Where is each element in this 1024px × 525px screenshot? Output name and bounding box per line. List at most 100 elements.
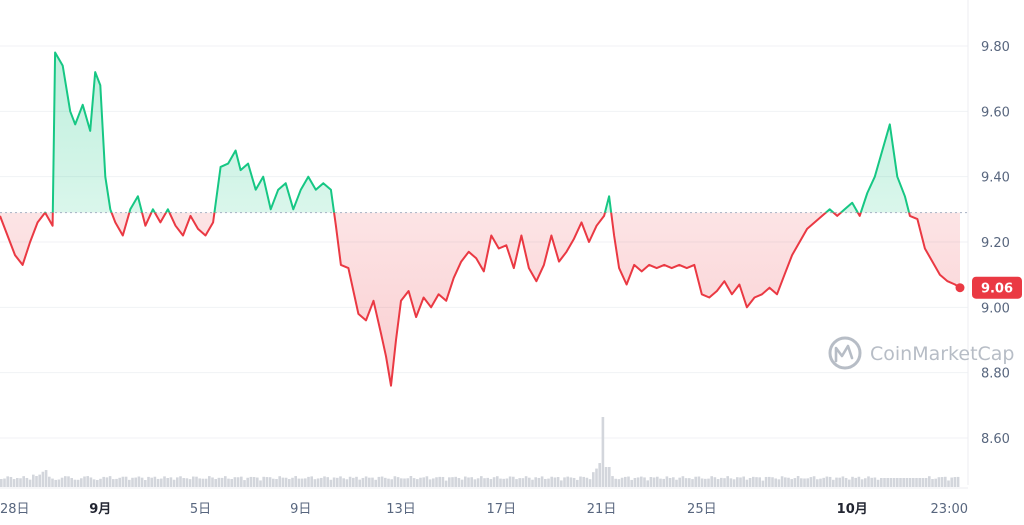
volume-bar	[851, 476, 854, 487]
volume-bar	[483, 478, 486, 487]
volume-bar	[320, 477, 323, 487]
volume-bar	[768, 476, 771, 487]
volume-bar	[649, 477, 653, 487]
volume-bar	[22, 476, 25, 487]
volume-bar	[294, 476, 297, 487]
volume-bar	[713, 477, 717, 487]
volume-bar	[300, 478, 304, 487]
volume-bar	[86, 476, 89, 487]
volume-bar	[512, 476, 515, 487]
x-tick-label: 17日	[487, 502, 517, 517]
volume-bar	[105, 477, 109, 487]
volume-bar	[326, 477, 329, 487]
volume-bar	[412, 478, 416, 487]
volume-bar	[611, 476, 614, 487]
volume-bar	[246, 477, 249, 487]
area-below-baseline	[0, 212, 960, 386]
volume-bar	[32, 474, 35, 487]
volume-bar	[864, 478, 867, 487]
watermark: CoinMarketCap	[828, 336, 1015, 370]
volume-bar	[281, 477, 285, 487]
volume-bar	[886, 478, 889, 487]
volume-bar	[265, 477, 269, 487]
volume-bar	[921, 478, 925, 487]
volume-bar	[508, 476, 512, 487]
volume-bar	[310, 476, 313, 487]
volume-bar	[518, 478, 521, 487]
volume-bar	[393, 476, 397, 487]
volume-bar	[473, 479, 477, 487]
volume-bar	[787, 477, 790, 487]
volume-bar	[486, 477, 489, 487]
volume-bar	[723, 478, 726, 487]
volume-bar	[614, 478, 617, 487]
volume-bar	[262, 476, 265, 487]
volume-bar	[3, 478, 6, 487]
volume-bar	[566, 476, 569, 487]
volume-bar	[809, 477, 813, 487]
volume-bar	[243, 480, 246, 487]
y-tick-label: 9.60	[981, 105, 1010, 120]
volume-bar	[99, 478, 102, 487]
volume-bar	[176, 477, 179, 487]
volume-bar	[12, 479, 16, 487]
volume-bar	[643, 477, 646, 487]
volume-bar	[752, 476, 755, 487]
volume-bar	[617, 479, 621, 487]
volume-bar	[377, 476, 381, 487]
volume-bar	[800, 478, 803, 487]
volume-bar	[128, 479, 131, 487]
volume-bar	[678, 477, 681, 487]
volume-bar	[60, 477, 64, 487]
volume-bar	[505, 478, 509, 487]
volume-bar	[739, 477, 742, 487]
volume-bar	[870, 477, 873, 487]
volume-bar	[284, 477, 288, 487]
volume-bar	[873, 477, 877, 487]
volume-bar	[806, 478, 809, 487]
volume-bar	[118, 477, 121, 487]
y-tick-label: 8.80	[981, 367, 1010, 382]
volume-bar	[694, 476, 697, 487]
volume-bar	[748, 478, 752, 487]
volume-bar	[137, 476, 141, 487]
volume-bar	[396, 477, 400, 487]
volume-bar	[6, 476, 9, 487]
volume-bar	[931, 479, 934, 487]
volume-bar	[502, 478, 505, 487]
volume-bar	[480, 476, 483, 487]
volume-bar	[924, 478, 928, 487]
volume-bar	[112, 479, 115, 487]
volume-bar	[224, 476, 227, 487]
volume-bar	[905, 478, 909, 487]
volume-bar	[601, 417, 605, 487]
volume-bar	[160, 478, 163, 487]
volume-bar	[169, 477, 173, 487]
volume-bar	[268, 477, 272, 487]
volume-bar	[214, 479, 217, 487]
volume-bar	[51, 478, 54, 487]
volume-bar	[915, 478, 918, 487]
volume-bar	[595, 468, 598, 487]
volume-bar	[204, 478, 208, 487]
volume-bar	[361, 477, 365, 487]
volume-bar	[569, 477, 573, 487]
volume-bar	[627, 476, 630, 487]
volume-bar	[198, 478, 201, 487]
volume-bar	[454, 476, 457, 487]
volume-bar	[156, 478, 160, 487]
volume-bar	[784, 477, 787, 487]
volume-bar	[89, 477, 93, 487]
volume-bar	[192, 476, 195, 487]
volume-bar	[742, 476, 745, 487]
volume-bar	[380, 476, 384, 487]
volume-bar	[774, 478, 777, 487]
volume-bar	[409, 476, 413, 487]
price-area	[0, 52, 968, 386]
x-tick-label: 5日	[190, 502, 211, 517]
grid-lines	[0, 0, 969, 489]
volume-bar	[524, 476, 528, 487]
volume-bar	[944, 476, 947, 487]
